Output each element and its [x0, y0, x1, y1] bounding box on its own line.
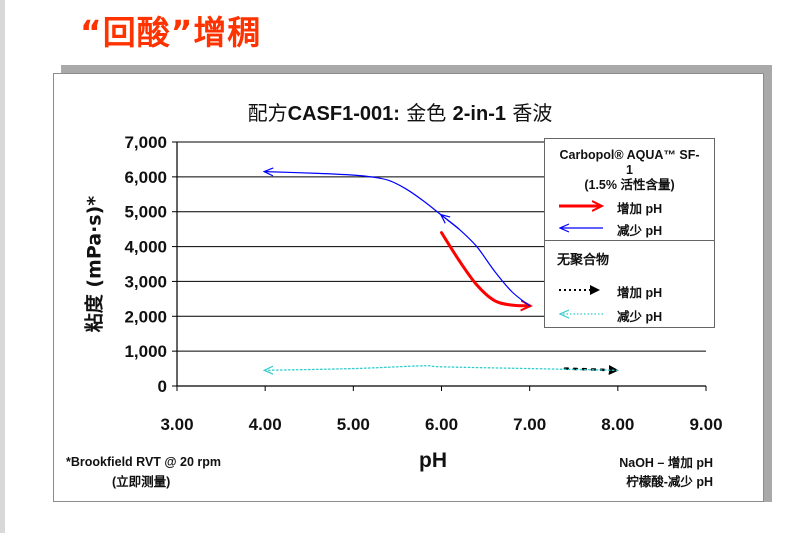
x-tick-label: 3.00 — [160, 415, 193, 434]
reagent-note-line-1: NaOH – 增加 pH — [619, 456, 713, 470]
x-tick-label: 7.00 — [513, 415, 546, 434]
y-tick-label: 7,000 — [124, 133, 167, 152]
x-tick-label: 6.00 — [425, 415, 458, 434]
legend-divider — [545, 240, 714, 241]
legend-item-none-increase: 增加 pH — [551, 281, 711, 300]
reagent-note: NaOH – 增加 pH 柠檬酸-减少 pH — [619, 454, 713, 492]
x-tick-label: 8.00 — [601, 415, 634, 434]
chart-title-code: CASF1-001: — [287, 103, 400, 125]
legend-heading-line-2: 1 — [626, 163, 633, 177]
legend-label-decrease: 减少 pH — [617, 224, 663, 238]
series-polymer-decrease-mid-arrow — [442, 215, 460, 230]
legend-heading: Carbopol® AQUA™ SF- 1 (1.5% 活性含量) — [545, 148, 714, 193]
footnote-line-1: *Brookfield RVT @ 20 rpm — [66, 455, 222, 469]
legend-heading-line-1: Carbopol® AQUA™ SF- — [559, 148, 700, 162]
x-tick-label: 9.00 — [689, 415, 722, 434]
reagent-note-line-2: 柠檬酸-减少 pH — [626, 475, 713, 489]
y-tick-label: 5,000 — [124, 203, 167, 222]
y-tick-label: 0 — [158, 377, 167, 396]
y-tick-label: 4,000 — [124, 238, 167, 257]
chart-title-prefix: 配方 — [247, 101, 288, 125]
y-tick-label: 2,000 — [124, 307, 167, 326]
chart-legend: Carbopol® AQUA™ SF- 1 (1.5% 活性含量) 增加 pH … — [544, 138, 715, 328]
footnote: *Brookfield RVT @ 20 rpm (立即测量) — [66, 452, 221, 492]
x-tick-label: 4.00 — [249, 415, 282, 434]
legend-swatch-red-arrow — [559, 199, 607, 213]
slide-title: “回酸”增稠 — [80, 13, 262, 52]
y-tick-label: 6,000 — [124, 168, 167, 187]
slide-left-border — [0, 0, 5, 533]
y-tick-label: 3,000 — [124, 272, 167, 291]
chart-title: 配方CASF1-001: 金色 2-in-1 香波 — [0, 97, 800, 126]
y-axis-label: 粘度 (mPa·s)* — [83, 195, 106, 333]
legend-swatch-blue-arrow — [557, 221, 603, 235]
legend-label-decrease-2: 减少 pH — [617, 310, 663, 324]
legend-label-increase: 增加 pH — [617, 202, 663, 216]
series-none-increase — [563, 365, 620, 376]
chart-title-format: 2-in-1 — [452, 103, 506, 125]
legend-swatch-cyan-arrow — [557, 307, 603, 321]
series-polymer-decrease — [265, 172, 531, 307]
x-axis-label: pH — [419, 449, 447, 472]
chart-title-color: 金色 — [406, 101, 447, 125]
chart-title-product: 香波 — [512, 101, 553, 125]
x-tick-label: 5.00 — [337, 415, 370, 434]
legend-group2-heading: 无聚合物 — [557, 252, 610, 267]
footnote-line-2: (立即测量) — [112, 475, 171, 489]
series-none-decrease — [265, 365, 619, 371]
y-tick-label: 1,000 — [124, 342, 167, 361]
legend-item-polymer-increase: 增加 pH — [551, 197, 711, 216]
legend-swatch-black-arrow — [559, 285, 600, 295]
legend-item-none-decrease: 减少 pH — [551, 305, 711, 324]
legend-label-increase-2: 增加 pH — [617, 286, 663, 300]
series-polymer-increase — [440, 231, 530, 306]
legend-heading-line-3: (1.5% 活性含量) — [584, 178, 675, 192]
legend-item-polymer-decrease: 减少 pH — [551, 219, 711, 238]
